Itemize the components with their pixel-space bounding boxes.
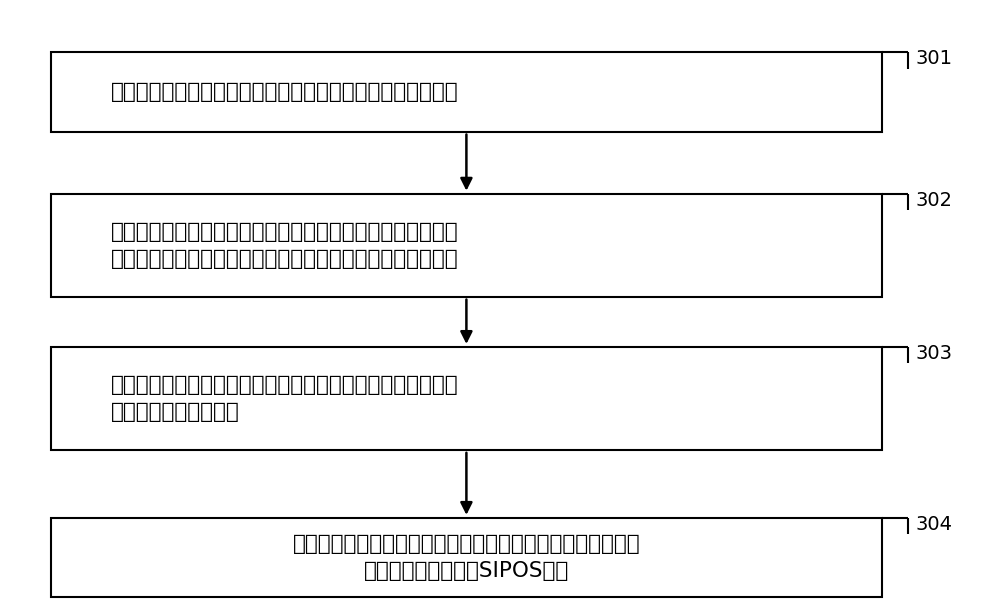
Text: 在所述铝离子注入位置，在多个不同渐变掺杂区窗口的遮掩下: 在所述铝离子注入位置，在多个不同渐变掺杂区窗口的遮掩下 (111, 222, 459, 241)
Text: ，形成结终端延伸区域: ，形成结终端延伸区域 (111, 402, 240, 422)
Text: 302: 302 (915, 190, 952, 209)
Text: 在终端结构的终端区域选取铝离子注入位置和棚离子注入位置: 在终端结构的终端区域选取铝离子注入位置和棚离子注入位置 (111, 82, 459, 102)
Bar (51, 52, 882, 131)
Text: 303: 303 (915, 344, 952, 363)
Text: 在所述棚离子注入位置注入棚离子，并高温退火第二预设时间: 在所述棚离子注入位置注入棚离子，并高温退火第二预设时间 (111, 375, 459, 395)
Text: 在所述横向变掺杂区域和所述结终端延伸区域的上表面，采用: 在所述横向变掺杂区域和所述结终端延伸区域的上表面，采用 (293, 534, 640, 554)
Text: 301: 301 (915, 49, 952, 68)
Text: 注入铝离子，并高温退火第一预设时间，形成横向变掺杂区域: 注入铝离子，并高温退火第一预设时间，形成横向变掺杂区域 (111, 249, 459, 269)
Text: 气相沉淀的方式制备SIPOS结构: 气相沉淀的方式制备SIPOS结构 (364, 561, 569, 581)
Bar (51, 193, 882, 297)
Bar (51, 347, 882, 450)
Text: 304: 304 (915, 515, 952, 534)
Bar (51, 518, 882, 597)
